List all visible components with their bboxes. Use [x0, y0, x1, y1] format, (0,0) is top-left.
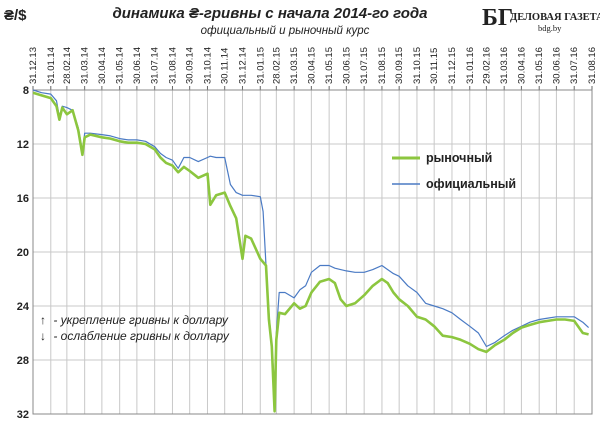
x-tick-label: 31.05.14 [115, 47, 126, 84]
x-tick-label: 30.09.15 [394, 47, 405, 84]
x-tick-label: 30.06.16 [551, 47, 562, 84]
y-tick-label: 8 [23, 85, 29, 97]
y-axis: 8 12 16 20 24 28 32 [17, 85, 30, 421]
logo-site: bdg.by [538, 23, 562, 33]
y-tick-label: 16 [17, 193, 29, 205]
x-tick-label: 28.02.14 [62, 47, 73, 84]
x-tick-label: 31.03.14 [80, 47, 91, 84]
x-tick-label: 31.07.16 [569, 47, 580, 84]
x-axis: 31.12.13 31.01.14 28.02.14 31.03.14 30.04.14… [28, 47, 598, 90]
series-line-market [32, 91, 589, 413]
x-tick-label: 28.02.15 [271, 47, 282, 84]
x-tick-label: 30.04.16 [516, 47, 527, 84]
logo-mark: БГ [482, 5, 513, 31]
chart-subtitle: официальный и рыночный курс [201, 25, 370, 37]
legend-label-market: рыночный [426, 151, 492, 165]
x-tick-label: 31.08.15 [377, 47, 388, 84]
x-tick-label: 31.07.15 [359, 47, 370, 84]
x-tick-label: 30.04.14 [97, 47, 108, 84]
legend-label-official: официальный [426, 177, 516, 191]
x-tick-label: 31.07.14 [150, 47, 161, 84]
chart-title: динамика ₴-гривны с начала 2014-го года [112, 5, 427, 22]
x-tick-label: 31.10.15 [412, 47, 423, 84]
y-tick-label: 24 [17, 301, 30, 313]
legend: рыночный официальный [392, 151, 516, 191]
x-tick-label: 31.01.15 [255, 47, 266, 84]
x-tick-label: 31.01.16 [465, 47, 476, 84]
y-tick-label: 12 [17, 139, 29, 151]
x-tick-label: 31.03.15 [289, 47, 300, 84]
annotation-text-up: - укрепление гривны к доллару [53, 313, 228, 327]
x-tick-label: 30.11.15 [429, 48, 440, 84]
x-tick-label: 31.12.13 [28, 47, 39, 84]
logo-name: ДЕЛОВАЯ ГАЗЕТА [510, 12, 600, 23]
annotation-arrow-down: ↓ [40, 329, 46, 343]
x-tick-label: 31.03.16 [499, 47, 510, 84]
y-tick-label: 28 [17, 355, 29, 367]
x-tick-label: 30.09.14 [185, 47, 196, 84]
x-tick-label: 31.10.14 [202, 47, 213, 84]
annotation-text-down: - ослабление гривны к доллару [53, 329, 229, 343]
x-tick-label: 31.12.15 [447, 47, 458, 84]
x-tick-label: 29.02.16 [481, 47, 492, 84]
x-tick-label: 30.11.14 [220, 48, 231, 84]
annotation-weakening: ↓ - ослабление гривны к доллару [40, 329, 230, 343]
x-tick-label: 31.05.15 [324, 47, 335, 84]
x-tick-label: 31.01.14 [46, 47, 57, 84]
x-tick-label: 31.08.16 [587, 47, 598, 84]
unit-label: ₴/$ [4, 7, 27, 24]
x-tick-label: 30.06.15 [341, 47, 352, 84]
x-tick-label: 31.05.16 [534, 47, 545, 84]
annotation-arrow-up: ↑ [40, 313, 46, 327]
grid [32, 89, 593, 415]
x-tick-label: 30.06.14 [132, 47, 143, 84]
y-tick-label: 20 [17, 247, 29, 259]
annotations: ↑ - укрепление гривны к доллару ↓ - осла… [40, 313, 230, 343]
plot-frame [32, 89, 593, 415]
x-tick-label: 31.12.14 [237, 47, 248, 84]
x-tick-label: 30.04.15 [306, 47, 317, 84]
x-tick-label: 31.08.14 [167, 47, 178, 84]
series-layer [32, 89, 590, 413]
y-tick-label: 32 [17, 409, 29, 421]
logo: БГ ДЕЛОВАЯ ГАЗЕТА bdg.by [482, 5, 600, 33]
annotation-strengthening: ↑ - укрепление гривны к доллару [40, 313, 229, 327]
